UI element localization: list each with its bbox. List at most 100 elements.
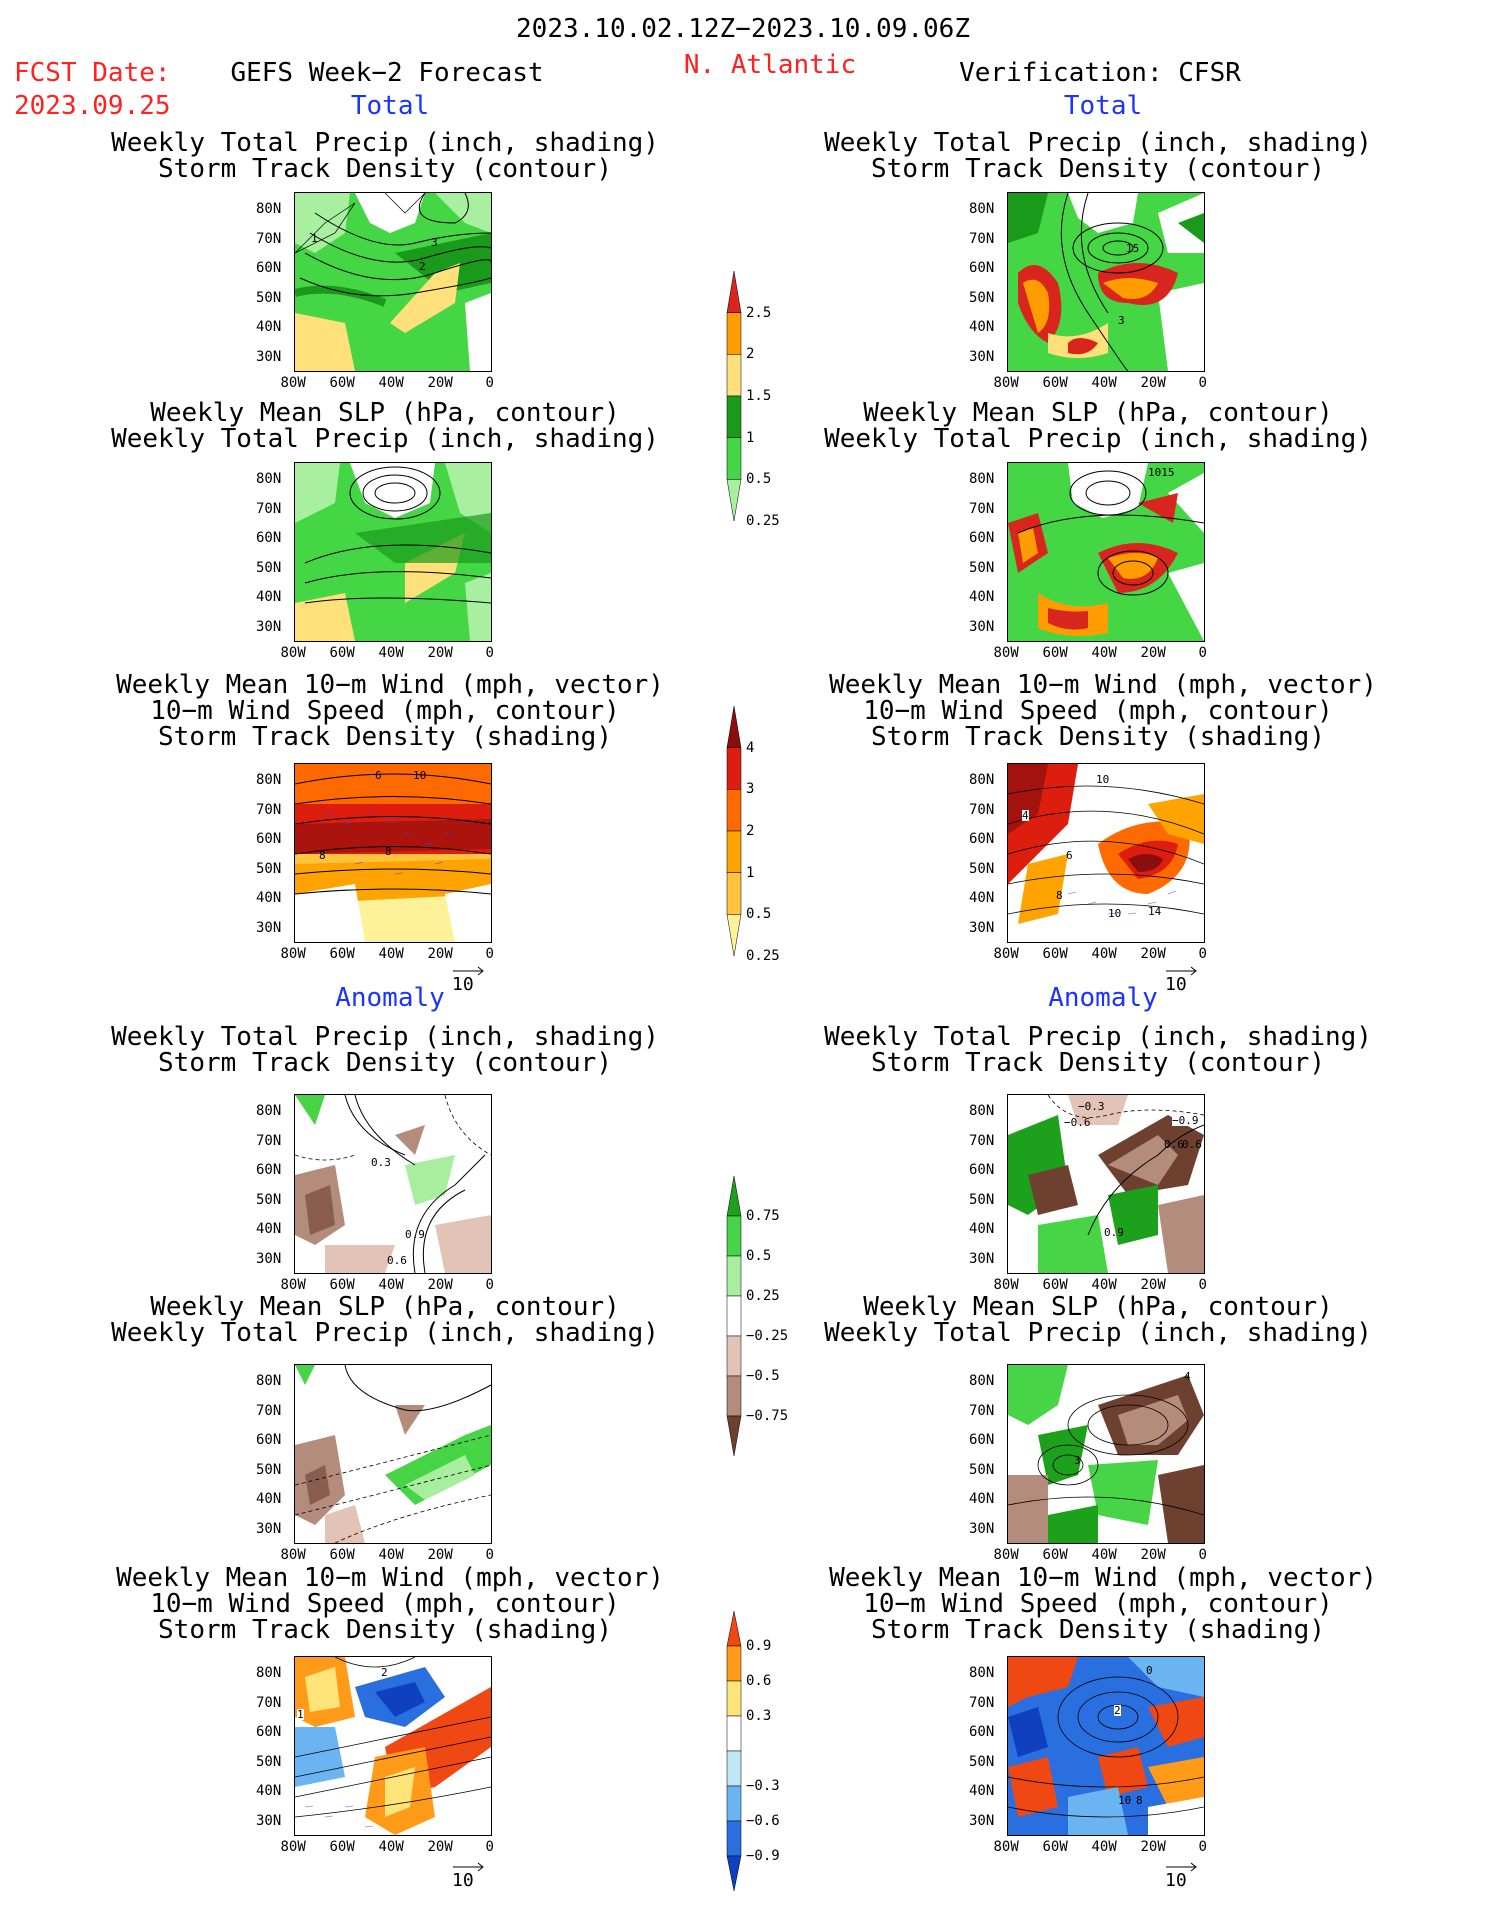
map-verification-wind-total: 10 4 6 8 10 14	[1007, 763, 1205, 943]
contour-label: 3	[431, 236, 438, 249]
section-total-right: Total	[1063, 91, 1143, 121]
lon-tick-label: 40W	[1091, 1839, 1117, 1855]
colorbar-swatch	[726, 1855, 742, 1892]
section-anomaly-right: Anomaly	[1048, 983, 1158, 1013]
lon-tick-label: 0	[1198, 375, 1207, 391]
lat-tick-label: 40N	[256, 890, 282, 906]
section-total-left: Total	[350, 91, 430, 121]
map-verification-wind-anomaly: 0 2 10 8	[1007, 1656, 1205, 1836]
colorbar-label: 0.25	[746, 513, 780, 529]
lat-tick-label: 40N	[969, 1491, 995, 1507]
lat-tick-label: 80N	[256, 471, 282, 487]
lat-tick-label: 80N	[969, 201, 995, 217]
panel-title-line: Storm Track Density (shading)	[871, 1615, 1325, 1645]
lon-tick-label: 60W	[329, 1547, 355, 1563]
map-forecast-precip-anomaly: 0.3 0.9 0.6	[294, 1094, 492, 1274]
contour-label: 14	[1148, 905, 1162, 918]
lon-tick-label: 20W	[1140, 375, 1166, 391]
contour-label: 6	[375, 769, 382, 782]
lon-tick-label: 60W	[1042, 645, 1068, 661]
lat-tick-label: 80N	[256, 201, 282, 217]
lon-tick-label: 60W	[1042, 1547, 1068, 1563]
contour-label: 15	[1126, 242, 1140, 255]
panel-title-line: Weekly Mean SLP (hPa, contour)	[150, 398, 620, 428]
lat-tick-label: 30N	[969, 348, 995, 365]
lat-tick-label: 50N	[969, 289, 995, 306]
panel-title-line: Storm Track Density (shading)	[871, 722, 1325, 752]
vector-reference: 10	[452, 966, 486, 994]
colorbar-label: −0.6	[746, 1813, 780, 1829]
lon-tick-label: 80W	[993, 375, 1019, 391]
contour-label: −0.6	[1064, 1116, 1091, 1129]
colorbar-swatches	[726, 270, 742, 522]
arrow-right-icon	[1166, 1862, 1197, 1872]
lat-tick-label: 70N	[256, 230, 282, 247]
colorbar-swatch	[726, 479, 742, 522]
colorbar-label: 1.5	[746, 388, 772, 404]
contour-label: 6	[1066, 849, 1073, 862]
contour-label: −0.3	[1078, 1100, 1105, 1113]
colorbar-swatch	[726, 1415, 742, 1457]
lon-tick-label: 40W	[378, 1839, 404, 1855]
lon-tick-label: 40W	[378, 1277, 404, 1293]
panel-title-line: Storm Track Density (shading)	[158, 722, 612, 752]
lon-tick-label: 20W	[427, 1547, 453, 1563]
colorbar-swatch	[726, 1295, 742, 1337]
lon-tick-label: 40W	[1091, 1547, 1117, 1563]
lat-tick-label: 40N	[256, 319, 282, 335]
fcst-date-label: FCST Date:	[14, 58, 171, 88]
contour-label: 10	[1108, 907, 1122, 920]
lon-tick-label: 20W	[427, 375, 453, 391]
colorbar-label: −0.25	[746, 1328, 789, 1344]
contour-label: −0.9	[1172, 1114, 1199, 1127]
colorbar-label: 2	[746, 346, 755, 363]
lon-tick-label: 0	[485, 1547, 494, 1563]
lat-tick-label: 70N	[969, 1694, 995, 1711]
lat-tick-label: 40N	[969, 319, 995, 335]
left-column-title: GEFS Week−2 Forecast	[230, 58, 544, 88]
lon-tick-label: 40W	[1091, 375, 1117, 391]
colorbar-swatch	[726, 395, 742, 438]
lon-tick-label: 20W	[427, 946, 453, 962]
vector-reference: 10	[1165, 966, 1199, 994]
lat-tick-label: 50N	[256, 1191, 282, 1208]
lon-tick-label: 60W	[329, 946, 355, 962]
vector-reference: 10	[452, 1862, 486, 1890]
contour-label: 2	[1114, 1704, 1121, 1717]
colorbar-label: 2.5	[746, 304, 772, 321]
region-title: N. Atlantic	[683, 50, 857, 80]
lat-tick-label: 30N	[969, 919, 995, 936]
lat-tick-label: 80N	[256, 1665, 282, 1681]
colorbar-swatch	[726, 1255, 742, 1297]
lon-tick-label: 20W	[427, 1277, 453, 1293]
colorbar-swatch	[726, 1215, 742, 1257]
map-forecast-slp-total	[294, 462, 492, 642]
colorbar-swatch	[726, 1785, 742, 1822]
colorbar-swatch	[726, 270, 742, 313]
lon-tick-label: 60W	[329, 1839, 355, 1855]
contour-label: 0.9	[405, 1228, 425, 1241]
lat-tick-label: 80N	[969, 772, 995, 788]
lon-tick-label: 20W	[1140, 1839, 1166, 1855]
colorbar-swatch	[726, 872, 742, 915]
arrow-right-icon	[1166, 966, 1197, 976]
colorbar-label: 4	[746, 739, 755, 756]
lat-tick-label: 40N	[256, 1783, 282, 1799]
contour-label: 8	[1136, 1794, 1143, 1807]
colorbar-swatch	[726, 1375, 742, 1417]
lat-tick-label: 30N	[256, 618, 282, 635]
colorbar-swatch	[726, 1335, 742, 1377]
colorbar-swatch	[726, 312, 742, 355]
lat-tick-label: 80N	[969, 1665, 995, 1681]
lat-tick-label: 70N	[969, 1132, 995, 1149]
fcst-date-value: 2023.09.25	[14, 91, 171, 121]
colorbar-swatch	[726, 354, 742, 397]
lon-tick-label: 80W	[280, 375, 306, 391]
lon-tick-label: 20W	[1140, 1547, 1166, 1563]
lon-tick-label: 0	[1198, 946, 1207, 962]
lon-tick-label: 0	[485, 1839, 494, 1855]
panel-title-line: Weekly Total Precip (inch, shading)	[824, 424, 1372, 454]
panel-title-line: Storm Track Density (contour)	[871, 154, 1325, 184]
contour-label: 10	[1118, 1794, 1132, 1807]
colorbar-label: 3	[746, 781, 755, 798]
